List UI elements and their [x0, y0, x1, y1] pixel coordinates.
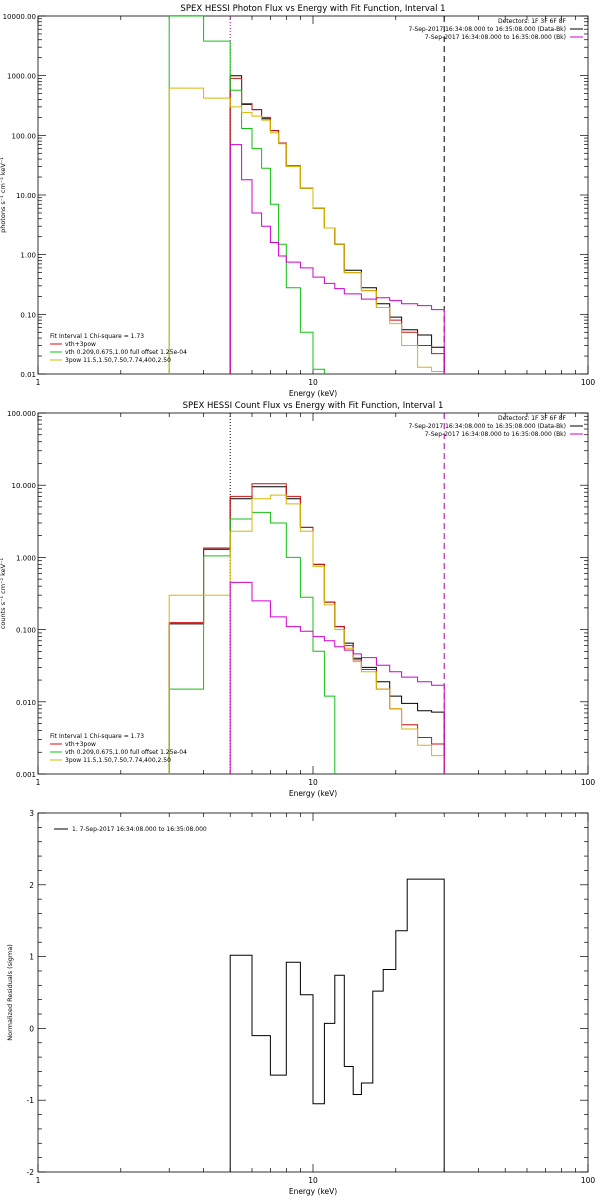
y-tick-label: 100.000: [7, 410, 36, 418]
legend-right-text: 7-Sep-2017 16:34:08.000 to 16:35:08.000 …: [425, 34, 566, 41]
x-tick-label: 1: [36, 778, 41, 787]
y-tick-label: 1000.00: [7, 73, 36, 81]
series-line-series-1: [229, 878, 445, 1172]
series-line-vth-plus-3pow: [229, 77, 445, 374]
y-tick-label: 10.000: [12, 482, 37, 490]
series-line-vth: [168, 511, 336, 774]
y-axis-label: Normalized Residuals (sigma): [6, 944, 14, 1041]
y-tick-label: -1: [27, 1096, 35, 1105]
legend-right-text: Detectors: 1F 3F 6F 8F: [498, 415, 567, 422]
legend-left-text: 3pow 11.5,1.50,7.50,7.74,400,2.50: [65, 757, 171, 764]
y-tick-label: 0.01: [20, 371, 36, 379]
series-line-series-5: [229, 581, 445, 774]
legend-right-text: 7-Sep-2017 16:34:08.000 to 16:35:08.000 …: [408, 26, 566, 33]
legend-right-text: Detectors: 1F 3F 6F 8F: [498, 18, 567, 25]
y-tick-label: 0.10: [20, 311, 36, 319]
x-tick-label: 100: [581, 378, 596, 387]
y-axis-label: counts s⁻¹ cm⁻² keV⁻¹: [0, 557, 7, 629]
series-line-3pow: [168, 494, 445, 774]
legend-right-text: 7-Sep-2017 16:34:08.000 to 16:35:08.000 …: [408, 423, 566, 430]
y-tick-label: 10000.00: [3, 13, 36, 21]
legend-text: 1. 7-Sep-2017 16:34:08.000 to 16:35:08.0…: [72, 826, 207, 833]
series-group: [168, 16, 445, 374]
plot-frame: [37, 812, 589, 1173]
chart-1: [37, 15, 589, 375]
x-axis-label: Energy (keV): [289, 1187, 337, 1196]
x-tick-label: 1: [36, 378, 41, 387]
series-group: [168, 483, 445, 774]
chart-3: [37, 812, 589, 1173]
y-tick-label: 0.010: [16, 699, 36, 707]
y-tick-label: -2: [27, 1168, 35, 1177]
series-line-vth-plus-3pow: [168, 483, 445, 774]
chart-title: SPEX HESSI Count Flux vs Energy with Fit…: [183, 401, 444, 411]
y-tick-label: 1.000: [16, 554, 36, 562]
series-group: [229, 878, 445, 1172]
x-tick-label: 10: [308, 1176, 318, 1185]
x-tick-label: 100: [581, 1176, 596, 1185]
legend-left-text: vth 0.209,0.675,1.00 full offset 1.25e-0…: [65, 749, 187, 756]
y-tick-label: 100.00: [12, 132, 37, 140]
x-tick-label: 1: [36, 1176, 41, 1185]
y-tick-label: 1: [29, 953, 34, 962]
legend-left-text: vth 0.209,0.675,1.00 full offset 1.25e-0…: [65, 349, 187, 356]
legend-left-text: Fit Interval 1 Chi-square = 1.73: [50, 733, 144, 740]
y-axis-label: photons s⁻¹ cm⁻² keV⁻¹: [0, 157, 7, 233]
y-tick-label: 10.00: [16, 192, 36, 200]
x-tick-label: 10: [308, 778, 318, 787]
y-tick-label: 3: [29, 809, 34, 818]
chart-title: SPEX HESSI Photon Flux vs Energy with Fi…: [180, 4, 445, 14]
y-tick-label: 0: [29, 1024, 34, 1033]
chart-2: [37, 412, 589, 775]
x-tick-label: 10: [308, 378, 318, 387]
legend-right-text: 7-Sep-2017 16:34:08.000 to 16:35:08.000 …: [425, 431, 566, 438]
y-tick-label: 2: [29, 881, 34, 890]
y-tick-label: 1.00: [20, 252, 36, 260]
series-line-3pow: [168, 87, 445, 374]
plot-frame: [37, 412, 589, 775]
x-tick-label: 100: [581, 778, 596, 787]
legend-left-text: Fit Interval 1 Chi-square = 1.73: [50, 333, 144, 340]
series-line-series-5: [229, 144, 445, 374]
x-axis-label: Energy (keV): [289, 789, 337, 798]
series-line-vth: [168, 16, 325, 374]
x-axis-label: Energy (keV): [289, 389, 337, 398]
legend-left-text: vth+3pow: [65, 341, 96, 348]
y-tick-label: 0.001: [16, 771, 36, 779]
y-tick-label: 0.100: [16, 627, 36, 635]
legend-left-text: 3pow 11.5,1.50,7.50,7.74,400,2.50: [65, 357, 171, 364]
legend-left-text: vth+3pow: [65, 741, 96, 748]
